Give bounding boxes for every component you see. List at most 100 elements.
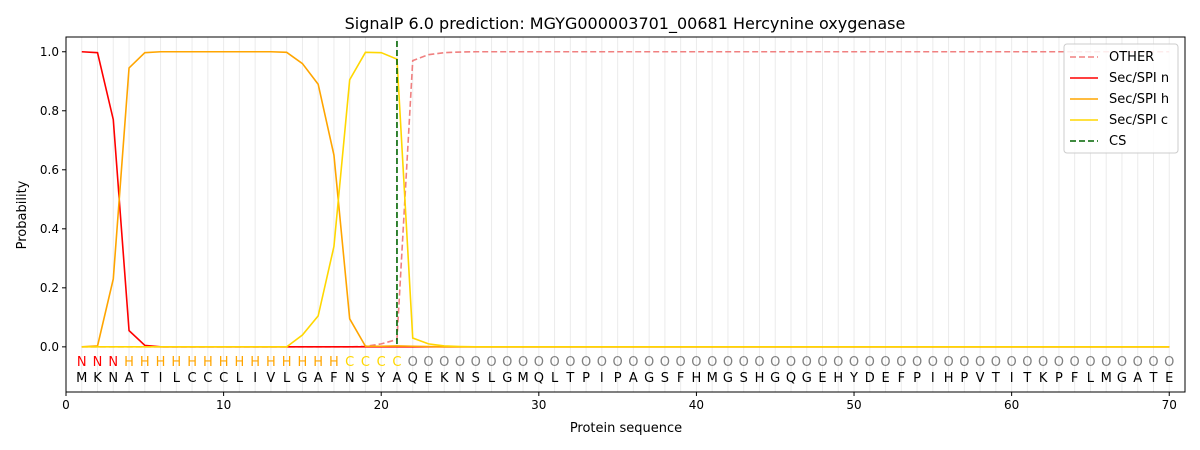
x-tick-label: 70 <box>1162 398 1177 412</box>
x-tick-label: 0 <box>62 398 70 412</box>
residue-label: G <box>502 371 512 386</box>
region-label: O <box>471 355 481 370</box>
residue-label: A <box>1133 371 1142 386</box>
residue-label: E <box>881 371 889 386</box>
region-label: O <box>565 355 575 370</box>
residue-label: K <box>93 371 102 386</box>
y-axis-label: Probability <box>15 180 30 249</box>
region-label: O <box>534 355 544 370</box>
region-label: H <box>298 355 308 370</box>
region-label: H <box>266 355 276 370</box>
region-label: C <box>377 355 386 370</box>
region-label: O <box>770 355 780 370</box>
region-label: O <box>1117 355 1127 370</box>
region-label: O <box>613 355 623 370</box>
region-label: O <box>1007 355 1017 370</box>
residue-label: S <box>361 371 369 386</box>
residue-label: G <box>723 371 733 386</box>
region-label: O <box>849 355 859 370</box>
legend-entry: CS <box>1109 134 1126 149</box>
residue-label: E <box>1165 371 1173 386</box>
residue-label: V <box>976 371 985 386</box>
residue-label: G <box>770 371 780 386</box>
region-label: O <box>1101 355 1111 370</box>
residue-label: H <box>944 371 954 386</box>
residue-label: F <box>1071 371 1078 386</box>
region-label: H <box>234 355 244 370</box>
region-label: O <box>833 355 843 370</box>
region-label: N <box>77 355 87 370</box>
residue-label: G <box>644 371 654 386</box>
region-label: O <box>754 355 764 370</box>
residue-label: G <box>297 371 307 386</box>
region-label: O <box>880 355 890 370</box>
region-label: O <box>644 355 654 370</box>
residue-label: M <box>1101 371 1112 386</box>
residue-label: A <box>393 371 402 386</box>
residue-label: L <box>488 371 496 386</box>
residue-label: K <box>440 371 449 386</box>
region-label: O <box>1085 355 1095 370</box>
region-label: O <box>1133 355 1143 370</box>
residue-label: V <box>266 371 275 386</box>
residue-label: A <box>314 371 323 386</box>
residue-label: D <box>865 371 875 386</box>
region-label: H <box>250 355 260 370</box>
legend-box <box>1063 43 1179 154</box>
residue-label: L <box>236 371 244 386</box>
legend-entry: Sec/SPI c <box>1109 113 1168 128</box>
y-tick-label: 0.6 <box>40 163 59 177</box>
residue-label: T <box>140 371 149 386</box>
region-label: O <box>1022 355 1032 370</box>
y-tick-label: 1.0 <box>40 45 59 59</box>
region-label: H <box>203 355 213 370</box>
region-label: H <box>171 355 181 370</box>
region-label: O <box>723 355 733 370</box>
y-tick-label: 0.2 <box>40 281 59 295</box>
region-label: O <box>502 355 512 370</box>
region-label: N <box>108 355 118 370</box>
region-label: O <box>991 355 1001 370</box>
region-label: C <box>361 355 370 370</box>
residue-label: Q <box>786 371 796 386</box>
x-axis-label: Protein sequence <box>570 421 682 436</box>
region-label: H <box>124 355 134 370</box>
residue-label: N <box>108 371 118 386</box>
residue-label: I <box>600 371 604 386</box>
region-label: C <box>392 355 401 370</box>
region-label: O <box>518 355 528 370</box>
residue-label: M <box>707 371 718 386</box>
region-label: O <box>1054 355 1064 370</box>
residue-label: H <box>833 371 843 386</box>
region-label: H <box>313 355 323 370</box>
residue-label: N <box>345 371 355 386</box>
residue-label: E <box>424 371 432 386</box>
series-line-sec-spi-c <box>81 51 1170 348</box>
region-label: O <box>1038 355 1048 370</box>
residue-label: G <box>1117 371 1127 386</box>
region-label: H <box>140 355 150 370</box>
residue-label: I <box>931 371 935 386</box>
region-label: O <box>423 355 433 370</box>
residue-label: F <box>677 371 684 386</box>
region-label: H <box>329 355 339 370</box>
residue-label: P <box>1055 371 1063 386</box>
region-label: O <box>660 355 670 370</box>
region-label: O <box>959 355 969 370</box>
residue-label: H <box>755 371 765 386</box>
residue-label: L <box>283 371 291 386</box>
region-label: O <box>581 355 591 370</box>
residue-label: S <box>472 371 480 386</box>
residue-label: C <box>203 371 212 386</box>
region-label: H <box>282 355 292 370</box>
region-label: O <box>975 355 985 370</box>
residue-label: Y <box>849 371 858 386</box>
residue-label: S <box>661 371 669 386</box>
x-tick-label: 20 <box>374 398 389 412</box>
series-line-sec-spi-h <box>81 50 1170 348</box>
residue-label: T <box>565 371 574 386</box>
chart-title: SignalP 6.0 prediction: MGYG000003701_00… <box>345 14 906 34</box>
region-label: O <box>1164 355 1174 370</box>
